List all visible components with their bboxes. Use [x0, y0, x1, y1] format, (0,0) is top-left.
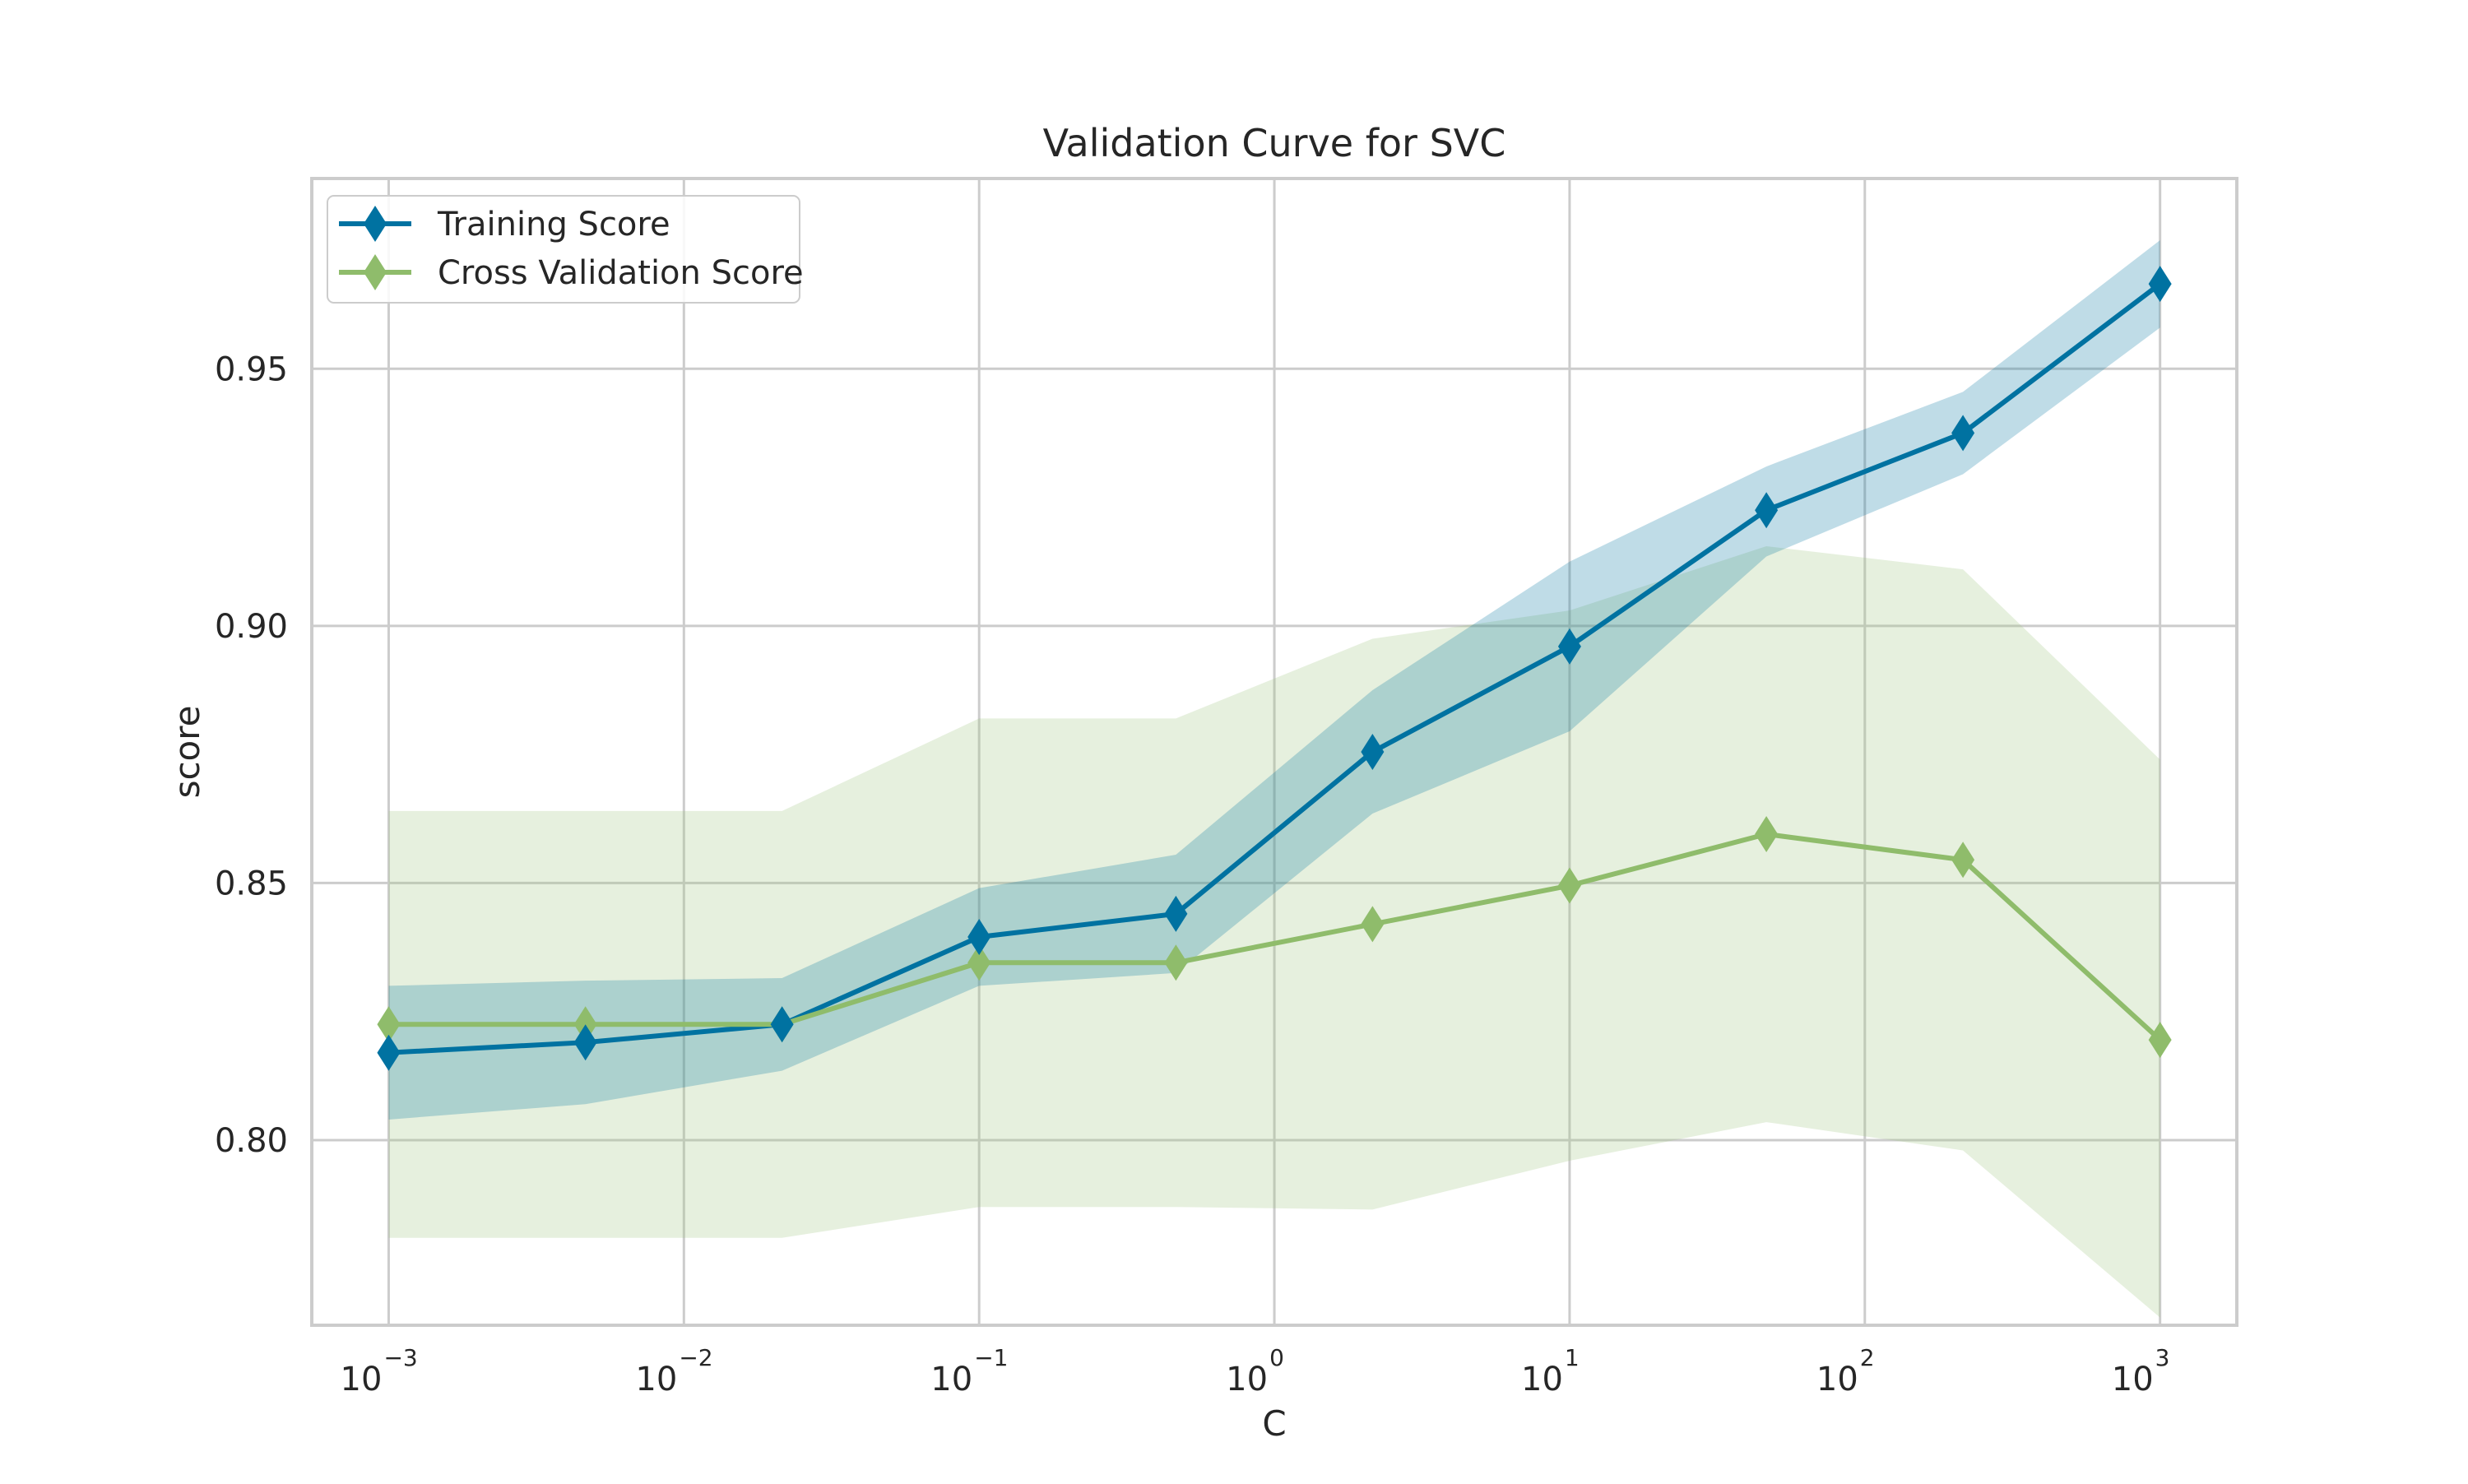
x-tick-base: 10 [2112, 1361, 2154, 1398]
marker-series-0-1 [573, 1024, 597, 1061]
marker-series-0-7 [1755, 492, 1779, 529]
marker-series-0-4 [1164, 895, 1188, 932]
y-tick-label-1: 0.85 [215, 865, 288, 902]
marker-series-1-3 [967, 944, 991, 981]
x-tick-label-1: 10−2 [635, 1344, 712, 1398]
marker-series-1-6 [1557, 867, 1581, 904]
x-tick-exponent: 2 [1860, 1344, 1875, 1371]
x-tick-base: 10 [1816, 1361, 1858, 1398]
marker-series-0-6 [1557, 628, 1581, 665]
marker-series-0-9 [2148, 266, 2172, 303]
series-lines [388, 281, 2162, 1055]
legend-box [327, 195, 800, 304]
confidence-bands [388, 240, 2160, 1318]
x-tick-base: 10 [1521, 1361, 1563, 1398]
marker-series-0-5 [1361, 734, 1385, 770]
x-tick-label-0: 10−3 [341, 1344, 418, 1398]
marker-series-0-2 [770, 1006, 794, 1043]
x-tick-label-3: 100 [1226, 1344, 1284, 1398]
plot-frame [310, 177, 2238, 1327]
legend-label-cross-validation: Cross Validation Score [438, 254, 804, 292]
grid-lines [312, 179, 2237, 1325]
x-tick-base: 10 [930, 1361, 972, 1398]
x-tick-base: 10 [1226, 1361, 1268, 1398]
legend: Training Score Cross Validation Score [327, 195, 804, 304]
chart-title: Validation Curve for SVC [1043, 121, 1506, 165]
marker-series-0-0 [377, 1034, 401, 1071]
x-tick-exponent: 1 [1565, 1344, 1580, 1371]
x-tick-label-4: 101 [1521, 1344, 1580, 1398]
x-tick-exponent: −3 [383, 1344, 417, 1371]
x-tick-base: 10 [341, 1361, 383, 1398]
x-axis-label: C [1262, 1403, 1286, 1444]
x-tick-exponent: −1 [974, 1344, 1008, 1371]
x-tick-exponent: 0 [1269, 1344, 1284, 1371]
legend-marker-cross-validation [364, 254, 387, 290]
marker-series-0-3 [967, 919, 991, 956]
x-tick-label-5: 102 [1816, 1344, 1875, 1398]
x-tick-label-6: 103 [2112, 1344, 2170, 1398]
marker-series-1-9 [2148, 1022, 2172, 1059]
y-tick-label-2: 0.90 [215, 608, 288, 646]
x-tick-exponent: 3 [2155, 1344, 2170, 1371]
y-axis-ticks: 0.80 0.85 0.90 0.95 [215, 350, 288, 1160]
x-tick-label-2: 10−1 [930, 1344, 1008, 1398]
marker-series-1-4 [1164, 944, 1188, 981]
band-series-1 [388, 545, 2160, 1318]
line-series-1 [388, 832, 2162, 1042]
legend-label-training: Training Score [437, 206, 670, 243]
marker-series-1-8 [1951, 842, 1975, 879]
band-series-0 [388, 240, 2160, 1120]
x-tick-base: 10 [635, 1361, 677, 1398]
x-tick-exponent: −2 [679, 1344, 712, 1371]
marker-series-1-0 [377, 1006, 401, 1043]
y-axis-label: score [167, 706, 207, 799]
marker-series-1-5 [1361, 906, 1385, 943]
marker-series-1-7 [1755, 816, 1779, 853]
y-tick-label-3: 0.95 [215, 350, 288, 388]
series-markers [377, 266, 2172, 1071]
marker-series-0-8 [1951, 415, 1975, 452]
legend-marker-training [364, 206, 387, 242]
line-series-0 [388, 281, 2162, 1055]
y-tick-label-0: 0.80 [215, 1122, 288, 1160]
